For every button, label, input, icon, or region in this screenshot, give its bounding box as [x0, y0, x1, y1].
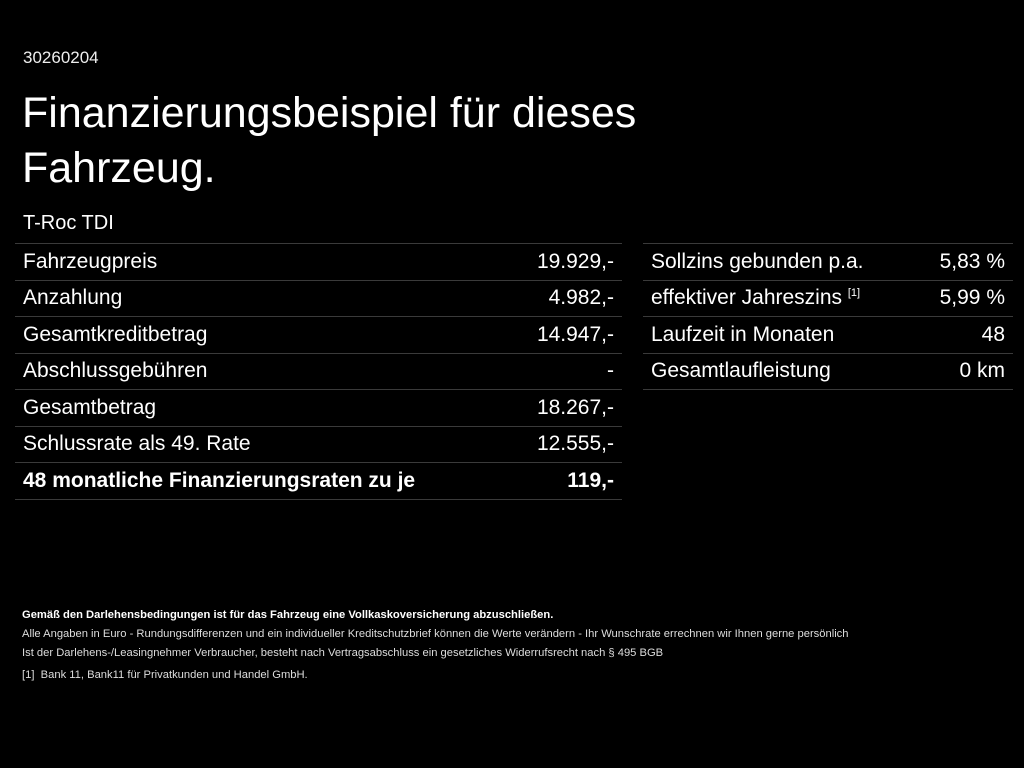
table-row: Laufzeit in Monaten 48: [643, 316, 1013, 353]
footnote: [1] Bank 11, Bank11 für Privatkunden und…: [22, 669, 308, 681]
monthly-rate-row: 48 monatliche Finanzierungsraten zu je 11…: [15, 462, 622, 500]
row-label: Gesamtkreditbetrag: [15, 316, 510, 353]
row-value: 5,99 %: [915, 279, 1013, 317]
model-name: T-Roc TDI: [23, 212, 114, 234]
interest-table: Sollzins gebunden p.a. 5,83 % effektiver …: [643, 243, 1013, 390]
row-label: Fahrzeugpreis: [15, 243, 510, 280]
row-label: Laufzeit in Monaten: [643, 316, 916, 353]
page-title: Finanzierungsbeispiel für dieses Fahrzeu…: [22, 89, 637, 192]
row-value: 14.947,-: [509, 316, 622, 353]
row-label: effektiver Jahreszins [1]: [643, 279, 916, 317]
row-value: 18.267,-: [509, 389, 622, 426]
row-value: 0 km: [915, 352, 1013, 390]
footnote-ref: [1]: [847, 287, 861, 300]
table-row: Gesamtbetrag 18.267,-: [15, 389, 622, 426]
legal-footer: Gemäß den Darlehensbedingungen ist für d…: [22, 606, 849, 685]
row-value: 12.555,-: [509, 425, 622, 463]
row-value: 19.929,-: [509, 243, 622, 280]
row-label: Anzahlung: [15, 279, 510, 317]
row-value: 4.982,-: [509, 279, 622, 317]
financing-table: Fahrzeugpreis 19.929,- Anzahlung 4.982,- G…: [15, 243, 622, 500]
row-value: 5,83 %: [915, 243, 1013, 280]
insurance-note: Gemäß den Darlehensbedingungen ist für d…: [22, 609, 554, 621]
row-label: Sollzins gebunden p.a.: [643, 243, 916, 280]
table-row: effektiver Jahreszins [1] 5,99 %: [643, 279, 1013, 317]
table-row: Abschlussgebühren -: [15, 352, 622, 390]
row-value: 119,-: [509, 462, 622, 500]
row-label: Schlussrate als 49. Rate: [15, 425, 510, 463]
table-row: Fahrzeugpreis 19.929,-: [15, 243, 622, 280]
table-row: Gesamtkreditbetrag 14.947,-: [15, 316, 622, 353]
table-row: Anzahlung 4.982,-: [15, 279, 622, 317]
table-row: Sollzins gebunden p.a. 5,83 %: [643, 243, 1013, 280]
row-label: Abschlussgebühren: [15, 352, 510, 390]
row-label: 48 monatliche Finanzierungsraten zu je: [15, 462, 510, 500]
table-row: Gesamtlaufleistung 0 km: [643, 352, 1013, 390]
row-value: -: [509, 352, 622, 390]
table-row: Schlussrate als 49. Rate 12.555,-: [15, 425, 622, 463]
withdrawal-note: Ist der Darlehens-/Leasingnehmer Verbrau…: [22, 647, 664, 659]
row-label: Gesamtlaufleistung: [643, 352, 916, 390]
disclaimer-line: Alle Angaben in Euro - Rundungsdifferenz…: [22, 628, 849, 640]
row-label: Gesamtbetrag: [15, 389, 510, 426]
row-value: 48: [915, 316, 1013, 353]
offer-code: 30260204: [23, 48, 99, 67]
